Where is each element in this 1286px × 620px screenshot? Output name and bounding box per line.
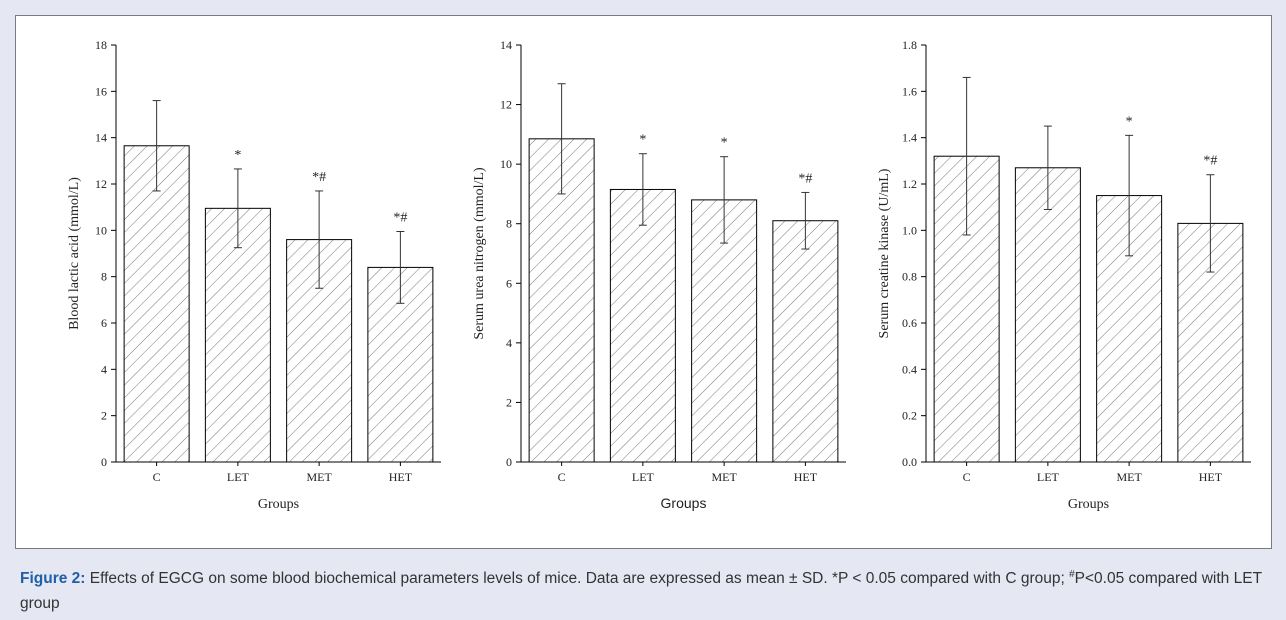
y-tick-label: 14 [500, 38, 512, 52]
y-tick-label: 16 [95, 84, 107, 98]
bar [123, 145, 190, 463]
y-tick-label: 12 [95, 177, 107, 191]
y-tick-label: 6 [506, 276, 512, 290]
y-tick-label: 1.8 [902, 38, 917, 52]
significance-label: *# [312, 170, 326, 185]
x-tick-label: HET [389, 470, 413, 484]
caption-text: P<0.05 compared with LET group [20, 570, 1262, 613]
y-tick-label: 1.4 [902, 131, 917, 145]
x-axis-label: Groups [1068, 497, 1109, 512]
y-tick-label: 0.8 [902, 270, 917, 284]
bar [1014, 167, 1081, 463]
x-tick-label: MET [1116, 470, 1142, 484]
y-tick-label: 0.2 [902, 409, 917, 423]
x-tick-label: MET [306, 470, 332, 484]
significance-label: *# [1203, 154, 1217, 169]
y-tick-label: 12 [500, 98, 512, 112]
x-tick-label: C [963, 470, 971, 484]
bar [609, 188, 676, 463]
caption-label: Figure 2: [20, 570, 86, 588]
y-tick-label: 4 [101, 362, 107, 376]
y-tick-label: 14 [95, 131, 107, 145]
significance-label: *# [798, 171, 812, 186]
x-tick-label: LET [1037, 470, 1060, 484]
significance-label: * [1126, 114, 1133, 129]
bar [204, 207, 271, 463]
y-tick-label: 0 [506, 455, 512, 469]
significance-label: * [234, 148, 241, 163]
x-axis-label: Groups [661, 495, 707, 511]
x-tick-label: HET [1199, 470, 1223, 484]
y-tick-label: 6 [101, 316, 107, 330]
y-tick-label: 10 [95, 223, 107, 237]
y-tick-label: 0 [101, 455, 107, 469]
y-tick-label: 1.0 [902, 223, 917, 237]
y-axis-label: Serum creatine kinase (U/mL) [877, 168, 892, 338]
significance-label: * [721, 136, 728, 151]
y-tick-label: 0.4 [902, 362, 917, 376]
y-tick-label: 2 [506, 395, 512, 409]
y-tick-label: 2 [101, 409, 107, 423]
significance-label: *# [393, 210, 407, 225]
x-axis-label: Groups [258, 497, 299, 512]
y-tick-label: 0.0 [902, 455, 917, 469]
y-tick-label: 4 [506, 336, 512, 350]
y-tick-label: 0.6 [902, 316, 917, 330]
x-tick-label: C [153, 470, 161, 484]
caption-text: Effects of EGCG on some blood biochemica… [89, 570, 1070, 588]
x-tick-label: HET [794, 470, 818, 484]
y-tick-label: 1.2 [902, 177, 917, 191]
y-axis-label: Blood lactic acid (mmol/L) [67, 177, 82, 330]
y-tick-label: 10 [500, 157, 512, 171]
y-axis-label: Serum urea nitrogen (mmol/L) [472, 167, 487, 340]
y-tick-label: 8 [506, 217, 512, 231]
x-tick-label: LET [227, 470, 250, 484]
significance-label: * [639, 133, 646, 148]
y-tick-label: 18 [95, 38, 107, 52]
y-tick-label: 1.6 [902, 84, 917, 98]
y-tick-label: 8 [101, 270, 107, 284]
chart: 0 2 4 6 8 10 12 14 16 18 Blood lactic acid (mmol/L… [67, 38, 1251, 512]
x-tick-label: C [558, 470, 566, 484]
caption-superscript: # [1069, 569, 1075, 580]
x-tick-label: LET [632, 470, 655, 484]
x-tick-label: MET [711, 470, 737, 484]
caption: Figure 2: Effects of EGCG on some blood … [20, 562, 1270, 616]
bar [772, 220, 839, 463]
